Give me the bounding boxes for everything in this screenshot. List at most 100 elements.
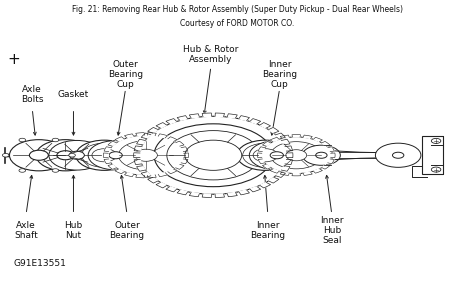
Circle shape xyxy=(82,143,127,167)
Circle shape xyxy=(316,152,327,158)
Text: Courtesy of FORD MOTOR CO.: Courtesy of FORD MOTOR CO. xyxy=(180,19,294,28)
Polygon shape xyxy=(270,169,279,173)
Text: Outer
Bearing: Outer Bearing xyxy=(109,221,145,240)
Circle shape xyxy=(270,152,283,159)
Text: Hub
Nut: Hub Nut xyxy=(64,221,82,240)
Bar xyxy=(422,136,443,174)
Polygon shape xyxy=(148,177,158,183)
Polygon shape xyxy=(292,173,301,176)
Polygon shape xyxy=(141,133,151,139)
Polygon shape xyxy=(202,194,211,198)
Polygon shape xyxy=(332,151,398,160)
Polygon shape xyxy=(147,175,156,178)
Circle shape xyxy=(118,141,173,170)
Polygon shape xyxy=(158,134,167,138)
Circle shape xyxy=(431,139,441,143)
Circle shape xyxy=(19,138,26,142)
Circle shape xyxy=(108,135,184,175)
Circle shape xyxy=(29,150,48,160)
Polygon shape xyxy=(227,114,237,118)
Text: Inner
Hub
Seal: Inner Hub Seal xyxy=(320,216,344,245)
Polygon shape xyxy=(176,164,184,169)
Polygon shape xyxy=(260,182,271,188)
Polygon shape xyxy=(177,116,188,121)
Circle shape xyxy=(253,149,278,162)
Circle shape xyxy=(185,140,242,170)
Polygon shape xyxy=(104,147,111,151)
Polygon shape xyxy=(166,119,177,124)
Circle shape xyxy=(52,169,59,172)
Text: Hub & Rotor
Assembly: Hub & Rotor Assembly xyxy=(183,45,238,64)
Circle shape xyxy=(69,151,84,159)
Polygon shape xyxy=(147,133,156,136)
Polygon shape xyxy=(136,133,145,136)
Polygon shape xyxy=(322,164,330,169)
Circle shape xyxy=(249,141,304,170)
Circle shape xyxy=(431,167,441,172)
Circle shape xyxy=(69,153,75,157)
Polygon shape xyxy=(269,127,279,133)
Text: Inner
Bearing
Cup: Inner Bearing Cup xyxy=(262,60,297,89)
Polygon shape xyxy=(184,153,189,158)
Circle shape xyxy=(57,151,74,160)
Text: Axle
Bolts: Axle Bolts xyxy=(21,85,44,105)
Polygon shape xyxy=(303,172,312,175)
Circle shape xyxy=(258,151,273,159)
Text: Axle
Shaft: Axle Shaft xyxy=(14,221,38,240)
Polygon shape xyxy=(134,153,140,158)
Circle shape xyxy=(97,151,112,159)
Polygon shape xyxy=(108,164,116,169)
Polygon shape xyxy=(313,169,322,173)
Polygon shape xyxy=(189,192,200,197)
Polygon shape xyxy=(166,187,177,192)
Circle shape xyxy=(289,151,304,159)
Polygon shape xyxy=(103,153,108,158)
Polygon shape xyxy=(285,159,292,165)
Circle shape xyxy=(76,140,133,170)
Circle shape xyxy=(19,169,26,172)
Circle shape xyxy=(271,142,322,169)
Polygon shape xyxy=(177,190,188,195)
Polygon shape xyxy=(176,141,184,146)
Polygon shape xyxy=(215,113,225,117)
Circle shape xyxy=(187,141,239,169)
Polygon shape xyxy=(168,137,177,141)
Circle shape xyxy=(2,153,9,157)
Polygon shape xyxy=(181,159,188,164)
Polygon shape xyxy=(115,169,124,174)
Circle shape xyxy=(302,145,340,165)
Polygon shape xyxy=(189,114,200,118)
Circle shape xyxy=(52,138,59,142)
Text: Gasket: Gasket xyxy=(58,90,89,99)
Circle shape xyxy=(9,140,68,171)
Polygon shape xyxy=(276,133,285,139)
Polygon shape xyxy=(108,141,116,146)
Polygon shape xyxy=(239,190,249,195)
Polygon shape xyxy=(287,153,293,158)
Polygon shape xyxy=(148,127,158,133)
Circle shape xyxy=(237,140,294,170)
Polygon shape xyxy=(158,173,167,177)
Polygon shape xyxy=(257,153,262,158)
Polygon shape xyxy=(303,135,312,139)
Circle shape xyxy=(49,140,105,170)
Polygon shape xyxy=(202,113,211,117)
Polygon shape xyxy=(322,141,330,146)
Circle shape xyxy=(392,152,404,158)
Circle shape xyxy=(88,141,143,170)
Circle shape xyxy=(243,143,288,167)
Polygon shape xyxy=(168,169,177,174)
Polygon shape xyxy=(281,166,290,171)
Text: Fig. 21: Removing Rear Hub & Rotor Assembly (Super Duty Pickup - Dual Rear Wheel: Fig. 21: Removing Rear Hub & Rotor Assem… xyxy=(72,5,402,14)
Polygon shape xyxy=(328,159,334,164)
Polygon shape xyxy=(313,137,322,142)
Polygon shape xyxy=(156,182,167,188)
Polygon shape xyxy=(137,139,146,145)
Circle shape xyxy=(262,137,331,174)
Text: Outer
Bearing
Cup: Outer Bearing Cup xyxy=(108,60,143,89)
Polygon shape xyxy=(156,123,167,128)
Circle shape xyxy=(92,149,117,162)
Polygon shape xyxy=(328,147,334,151)
Circle shape xyxy=(135,149,157,161)
Polygon shape xyxy=(269,177,279,183)
